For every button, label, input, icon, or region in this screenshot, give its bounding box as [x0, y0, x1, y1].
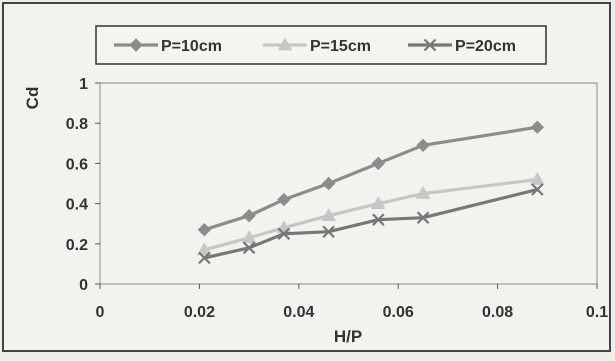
- data-point: [242, 208, 256, 223]
- x-tick-label: 0.08: [482, 304, 513, 321]
- x-tick-label: 0: [96, 304, 105, 321]
- legend-marker: [129, 38, 143, 52]
- data-point: [242, 241, 256, 255]
- data-point: [415, 186, 431, 199]
- data-point: [530, 120, 545, 134]
- legend-item-2: P=15cm: [263, 37, 371, 55]
- legend-box: [95, 25, 547, 65]
- data-point: [416, 138, 430, 153]
- data-point: [197, 223, 212, 237]
- data-point: [241, 230, 257, 244]
- y-tick-label: 0.6: [66, 156, 88, 173]
- data-point: [372, 213, 385, 226]
- legend-label: P=10cm: [161, 38, 222, 55]
- y-tick-label: 1: [79, 76, 88, 93]
- data-point: [529, 171, 545, 185]
- data-point: [277, 192, 291, 207]
- axes: 0 0.2 0.4 0.6 0.8 1 0 0.02 0.04 0.06 0.08 0.1: [66, 76, 608, 321]
- data-point: [277, 227, 291, 241]
- data-point: [370, 196, 386, 209]
- data-point: [198, 251, 211, 265]
- x-tick-label: 0.1: [586, 304, 608, 321]
- legend-marker: [277, 37, 293, 51]
- data-point: [321, 176, 336, 191]
- x-tick-label: 0.06: [383, 304, 414, 321]
- y-axis-title: Cd: [23, 87, 42, 110]
- data-point: [197, 242, 212, 256]
- y-tick-label: 0.4: [66, 197, 88, 214]
- data-point: [531, 183, 544, 196]
- legend-marker: [423, 38, 437, 52]
- x-tick-label: 0.04: [283, 304, 314, 321]
- data-point: [322, 225, 335, 239]
- series-3: [198, 183, 544, 265]
- y-tick-label: 0.2: [66, 237, 88, 254]
- plot-area: [99, 82, 598, 285]
- legend-label: P=20cm: [455, 38, 516, 55]
- series-2: [197, 171, 545, 256]
- legend-label: P=15cm: [310, 38, 371, 55]
- legend-item-3: P=20cm: [408, 38, 516, 55]
- series-layer: [197, 120, 545, 265]
- x-axis-title: H/P: [334, 327, 362, 346]
- data-point: [321, 208, 336, 222]
- data-point: [371, 156, 386, 171]
- legend: P=10cm P=15cm P=20cm: [114, 37, 516, 55]
- legend-item-1: P=10cm: [114, 38, 222, 55]
- y-tick-label: 0.8: [66, 116, 88, 133]
- data-point: [416, 211, 430, 224]
- y-tick-label: 0: [79, 277, 88, 294]
- series-1: [197, 120, 545, 237]
- x-tick-label: 0.02: [184, 304, 215, 321]
